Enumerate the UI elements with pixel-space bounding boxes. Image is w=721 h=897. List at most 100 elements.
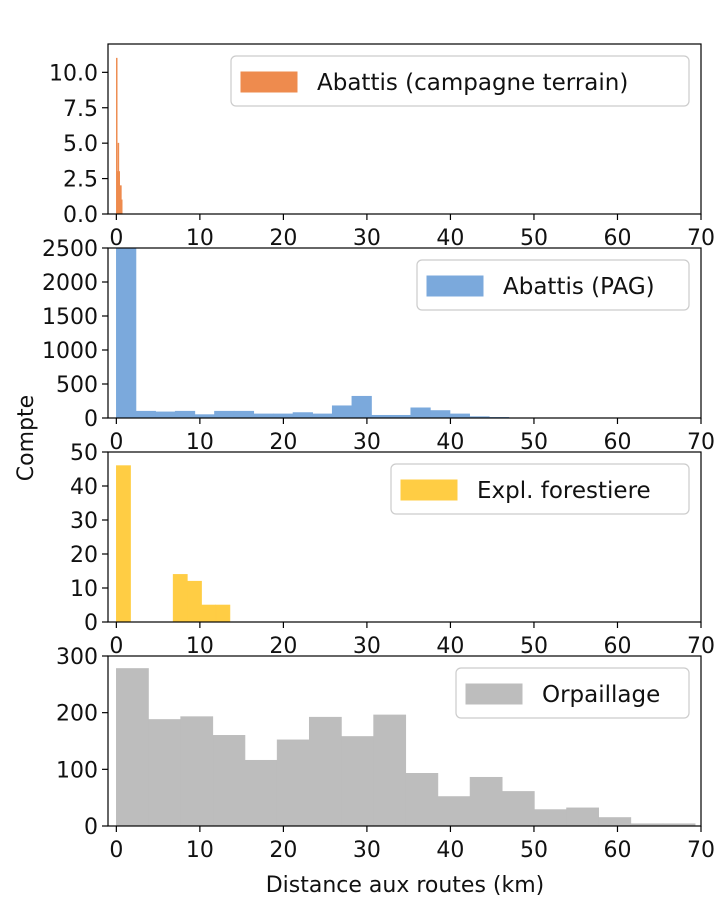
legend-swatch — [400, 479, 458, 501]
x-tick-label: 50 — [520, 838, 548, 863]
x-tick-label: 10 — [186, 430, 214, 455]
histogram-bar — [180, 716, 214, 827]
x-tick-label: 60 — [603, 226, 631, 251]
histogram-bar — [116, 668, 149, 827]
axes-frame — [107, 43, 702, 215]
legend-label: Abattis (campagne terrain) — [317, 70, 628, 96]
histogram-bar — [253, 413, 274, 419]
histogram-bar — [135, 410, 156, 419]
x-tick-label: 30 — [353, 226, 381, 251]
histogram-bar — [276, 739, 310, 827]
legend-swatch — [426, 275, 484, 297]
y-tick-label: 0 — [84, 611, 98, 636]
x-tick-label: 30 — [353, 838, 381, 863]
histogram-bar — [341, 736, 374, 827]
x-tick-label: 60 — [603, 430, 631, 455]
histogram-bar — [212, 735, 246, 827]
histogram-bar — [148, 719, 181, 827]
y-tick-label: 2000 — [42, 271, 98, 296]
x-tick-label: 40 — [436, 634, 464, 659]
histogram-bar — [155, 411, 176, 419]
y-tick-label: 10.0 — [49, 61, 98, 86]
histogram-bar — [292, 412, 313, 419]
y-tick-label: 40 — [70, 475, 98, 500]
y-tick-label: 20 — [70, 543, 98, 568]
histogram-bar — [187, 580, 202, 623]
x-tick-label: 0 — [109, 634, 123, 659]
axes-frame — [107, 655, 702, 827]
histogram-panel-3: 0 10 20 30 40 50 0 10 20 30 40 50 60 70 Expl. forestie… — [70, 441, 715, 659]
histogram-bar — [116, 247, 137, 419]
y-tick-label: 0 — [84, 407, 98, 432]
histogram-bar — [373, 714, 407, 827]
legend-label: Orpaillage — [542, 682, 660, 708]
histogram-bar — [331, 405, 353, 419]
legend-swatch — [465, 683, 523, 705]
histogram-bar — [449, 413, 470, 419]
y-tick-label: 10 — [70, 577, 98, 602]
histogram-bar — [214, 410, 235, 419]
histogram-bar — [405, 772, 439, 827]
x-tick-label: 30 — [353, 430, 381, 455]
histogram-panel-1: 0.0 2.5 5.0 7.5 10.0 0 10 20 30 40 50 60 70 Abattis (… — [49, 43, 715, 251]
x-tick-label: 0 — [109, 430, 123, 455]
y-tick-label: 200 — [56, 702, 98, 727]
y-tick-label: 2500 — [42, 237, 98, 262]
histogram-bar — [174, 410, 196, 419]
x-tick-label: 20 — [269, 430, 297, 455]
x-tick-label: 20 — [269, 634, 297, 659]
histogram-bar — [430, 410, 451, 419]
histogram-bar — [437, 796, 471, 827]
histogram-bar — [501, 791, 535, 827]
x-tick-label: 60 — [603, 838, 631, 863]
histogram-panel-4: 0 100 200 300 0 10 20 30 40 50 60 70 Orpaillage — [56, 645, 715, 863]
histogram-bar — [410, 407, 431, 419]
legend-box — [455, 667, 690, 719]
y-axis-title: Compte — [14, 395, 39, 481]
x-tick-label: 70 — [687, 226, 715, 251]
y-tick-label: 1500 — [42, 305, 98, 330]
x-tick-label: 20 — [269, 226, 297, 251]
x-tick-label: 40 — [436, 838, 464, 863]
y-tick-label: 7.5 — [63, 97, 98, 122]
y-tick-label: 500 — [56, 373, 98, 398]
y-tick-label: 50 — [70, 441, 98, 466]
histogram-bar — [201, 604, 217, 623]
y-tick-label: 0.0 — [63, 203, 98, 228]
y-tick-label: 100 — [56, 758, 98, 783]
x-tick-label: 10 — [186, 838, 214, 863]
y-tick-label: 0 — [84, 815, 98, 840]
x-tick-label: 0 — [109, 838, 123, 863]
x-tick-label: 0 — [109, 226, 123, 251]
x-tick-label: 60 — [603, 634, 631, 659]
histogram-bar — [172, 574, 188, 623]
y-tick-label: 1000 — [42, 339, 98, 364]
x-tick-label: 70 — [687, 634, 715, 659]
y-tick-label: 2.5 — [63, 168, 98, 193]
x-tick-label: 50 — [520, 634, 548, 659]
histogram-bar — [215, 604, 231, 623]
legend-box — [416, 259, 690, 311]
histogram-bar — [534, 809, 567, 827]
legend-box — [230, 55, 690, 107]
legend-swatch — [240, 71, 298, 93]
x-tick-label: 40 — [436, 226, 464, 251]
x-tick-label: 70 — [687, 838, 715, 863]
y-tick-label: 300 — [56, 645, 98, 670]
legend-box — [390, 463, 690, 515]
histogram-bar — [121, 199, 123, 215]
x-tick-label: 10 — [186, 634, 214, 659]
x-tick-label: 70 — [687, 430, 715, 455]
histogram-bar — [598, 817, 632, 827]
histogram-bar — [116, 465, 131, 623]
x-axis-title: Distance aux routes (km) — [266, 873, 545, 897]
legend-label: Abattis (PAG) — [503, 274, 655, 300]
x-tick-label: 10 — [186, 226, 214, 251]
axes-frame — [107, 247, 702, 419]
histogram-bar — [244, 759, 278, 827]
y-tick-label: 30 — [70, 509, 98, 534]
histogram-bar — [233, 410, 255, 419]
histogram-bar — [273, 413, 294, 419]
histogram-bar — [566, 807, 599, 827]
